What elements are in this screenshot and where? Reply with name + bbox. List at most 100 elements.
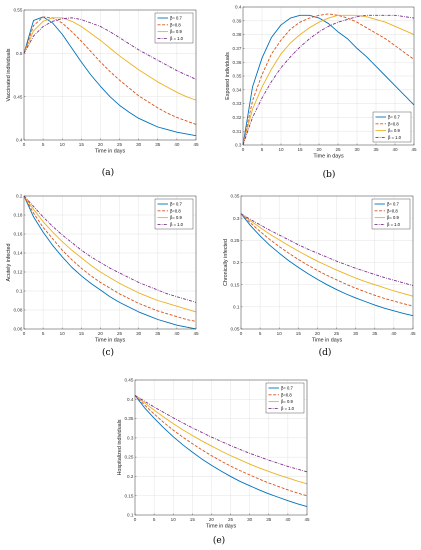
legend-box [154,198,194,230]
x-tick-label: 40 [285,517,291,522]
panel-caption: (b) [323,169,336,180]
series-line-1 [23,16,197,137]
x-tick-label: 25 [228,517,234,522]
y-tick-label: 0.1 [127,513,134,518]
legend-label: β=0.8 [281,392,292,397]
x-tick-label: 15 [79,331,85,336]
series-line-2 [23,195,197,322]
y-tick-label: 0.16 [13,232,22,237]
legend-label: β=0.8 [170,22,181,27]
legend-label: β= 0.7 [387,202,400,207]
y-tick-label: 0.34 [232,87,241,92]
legend: β= 0.7β=0.8 β= 0.9 β = 1.0 [154,12,194,44]
legend-label: β= 0.7 [388,115,401,120]
y-tick-label: 0.3 [127,435,134,440]
legend: β= 0.7β=0.8 β= 0.9 β = 1.0 [154,198,194,230]
series-line-3 [23,17,197,101]
y-tick-label: 0.25 [230,238,239,243]
y-tick-label: 0.1 [233,304,240,309]
x-tick-label: 30 [247,517,253,522]
legend-label: β = 1.0 [170,36,184,41]
x-tick-label: 45 [193,142,199,147]
series-line-2 [134,395,308,497]
series-line-1 [134,395,308,507]
y-tick-label: 0.33 [232,101,241,106]
y-tick-label: 0.2 [16,194,23,199]
y-tick-label: 0.06 [13,327,22,332]
y-tick-label: 0.2 [127,474,134,479]
y-tick-label: 0.31 [232,129,241,134]
panel-caption: (a) [102,167,114,178]
legend-label: β = 1.0 [387,222,401,227]
series-line-2 [240,213,414,307]
y-tick-label: 0.14 [13,251,22,256]
panel-caption: (e) [213,535,225,546]
x-tick-label: 10 [60,331,66,336]
y-tick-label: 0.05 [230,327,239,332]
chart-panel-2: 0 5 10 15 20 25 30 35 40 45 0.3 0.31 0.32 0.33 0.34 0.3… [225,5,417,180]
x-tick-label: 35 [372,331,378,336]
x-tick-label: 15 [79,142,85,147]
y-tick-label: 0.32 [232,115,241,120]
panel-caption: (c) [102,347,114,358]
x-tick-label: 10 [60,142,66,147]
y-tick-label: 0.45 [124,378,133,383]
plot-frame [23,195,197,330]
x-tick-label: 35 [155,331,161,336]
legend-label: β=0.8 [387,208,398,213]
x-axis-label: Time in days [95,338,126,344]
series-line-4 [240,213,414,286]
x-tick-label: 20 [315,331,321,336]
series-line-2 [242,13,415,146]
x-tick-label: 30 [354,147,360,152]
x-tick-label: 0 [240,331,243,336]
x-tick-label: 0 [134,517,137,522]
x-tick-label: 40 [392,147,398,152]
x-tick-label: 45 [193,331,199,336]
x-tick-label: 0 [242,147,245,152]
x-tick-label: 0 [23,331,26,336]
x-tick-label: 45 [411,147,417,152]
y-axis-label: Chronically infected [223,239,229,286]
legend-label: β= 0.9 [281,399,294,404]
legend-label: β = 1.0 [281,406,295,411]
x-tick-label: 45 [304,517,310,522]
y-tick-label: 0.2 [233,260,240,265]
y-tick-label: 0.4 [235,5,242,10]
x-tick-label: 45 [410,331,416,336]
plot-frame [134,379,308,516]
y-tick-label: 0.4 [16,138,23,143]
x-axis-label: Time in days [313,154,344,160]
y-tick-label: 0.55 [13,8,22,13]
x-tick-label: 10 [278,147,284,152]
series-line-3 [134,395,308,485]
series-line-4 [134,395,308,473]
y-tick-label: 0.1 [16,289,23,294]
x-tick-label: 30 [353,331,359,336]
legend: β= 0.7β=0.8 β= 0.9 β = 1.0 [265,382,305,414]
x-tick-label: 25 [117,142,123,147]
y-tick-label: 0.3 [235,143,242,148]
y-tick-label: 0.15 [124,493,133,498]
x-tick-label: 20 [209,517,215,522]
y-tick-label: 0.35 [124,416,133,421]
series-line-4 [242,14,415,146]
chart-panel-1: 0 5 10 15 20 25 30 35 40 45 0.4 0.45 0.5 0.55 Time in … [6,8,199,178]
x-axis-label: Time in days [312,338,343,344]
y-tick-label: 0.3 [233,216,240,221]
x-tick-label: 10 [277,331,283,336]
plot-frame [23,9,197,141]
y-tick-label: 0.18 [13,213,22,218]
x-tick-label: 25 [335,147,341,152]
series-line-3 [23,195,197,313]
legend-label: β = 1.0 [170,222,184,227]
x-tick-label: 35 [266,517,272,522]
panel-caption: (d) [319,347,332,358]
y-tick-label: 0.15 [230,282,239,287]
legend-label: β= 0.7 [170,16,183,21]
y-axis-label: Vaccinated individuals [6,48,12,101]
y-tick-label: 0.35 [232,74,241,79]
x-tick-label: 35 [373,147,379,152]
legend-label: β=0.8 [388,121,399,126]
x-tick-label: 5 [153,517,156,522]
